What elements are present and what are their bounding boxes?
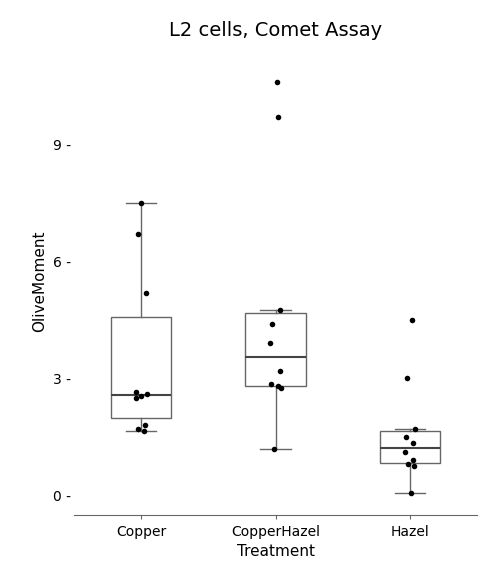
Point: [134, 229, 142, 239]
X-axis label: Treatment: Treatment: [237, 544, 314, 559]
Point: [402, 432, 410, 442]
Point: [409, 438, 417, 448]
Point: [141, 421, 149, 430]
Point: [143, 288, 151, 297]
Point: [276, 305, 283, 315]
Point: [266, 339, 274, 348]
Point: [137, 391, 145, 401]
Point: [401, 448, 409, 457]
Point: [410, 462, 418, 471]
Y-axis label: OliveMoment: OliveMoment: [32, 230, 47, 332]
Point: [411, 424, 419, 433]
PathPatch shape: [245, 314, 306, 386]
Point: [134, 424, 142, 433]
Point: [408, 315, 416, 325]
Point: [277, 366, 284, 375]
Point: [404, 459, 412, 469]
PathPatch shape: [380, 431, 440, 463]
Point: [274, 112, 282, 122]
Point: [270, 444, 277, 453]
Point: [132, 393, 140, 402]
Point: [143, 389, 151, 398]
Point: [407, 488, 415, 498]
PathPatch shape: [111, 317, 171, 418]
Point: [141, 426, 149, 436]
Point: [273, 77, 281, 87]
Point: [268, 319, 276, 328]
Title: L2 cells, Comet Assay: L2 cells, Comet Assay: [169, 20, 382, 40]
Point: [268, 380, 276, 389]
Point: [403, 374, 411, 383]
Point: [277, 383, 285, 393]
Point: [132, 387, 140, 397]
Point: [137, 198, 145, 208]
Point: [274, 381, 282, 391]
Point: [409, 456, 417, 465]
